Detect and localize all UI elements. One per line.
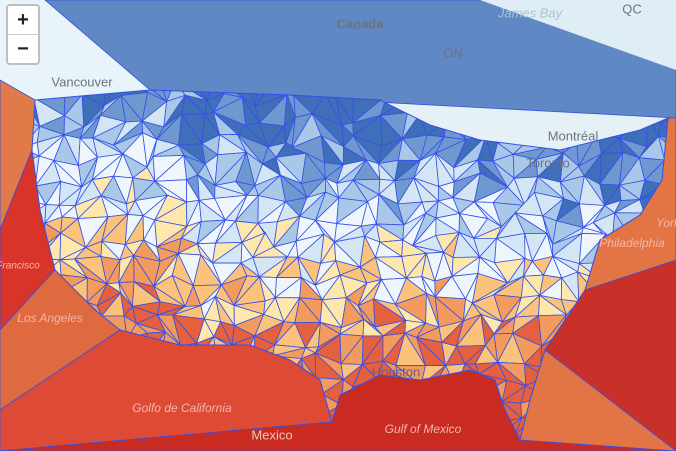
zoom-out[interactable]: − [8, 34, 38, 63]
label: Montréal [548, 128, 599, 143]
label: Canada [337, 16, 385, 31]
triangle [658, 123, 668, 140]
label: QC [622, 1, 642, 16]
label: ON [443, 45, 463, 60]
outline [31, 89, 669, 442]
label: Toronto [526, 155, 569, 170]
label: Vancouver [51, 74, 113, 89]
label: Gulf of Mexico [385, 422, 462, 436]
region [480, 0, 676, 70]
label: York [656, 216, 676, 230]
label: James Bay [497, 5, 564, 20]
label: Philadelphia [599, 236, 665, 250]
region [44, 0, 676, 119]
label: Francisco [0, 261, 40, 272]
zoom-control: + − [6, 4, 40, 65]
label: Houston [372, 364, 420, 379]
label: Mexico [251, 427, 292, 442]
zoom-in[interactable]: + [17, 9, 29, 31]
label: Golfo de California [132, 401, 232, 415]
label: Los Angeles [17, 311, 83, 325]
